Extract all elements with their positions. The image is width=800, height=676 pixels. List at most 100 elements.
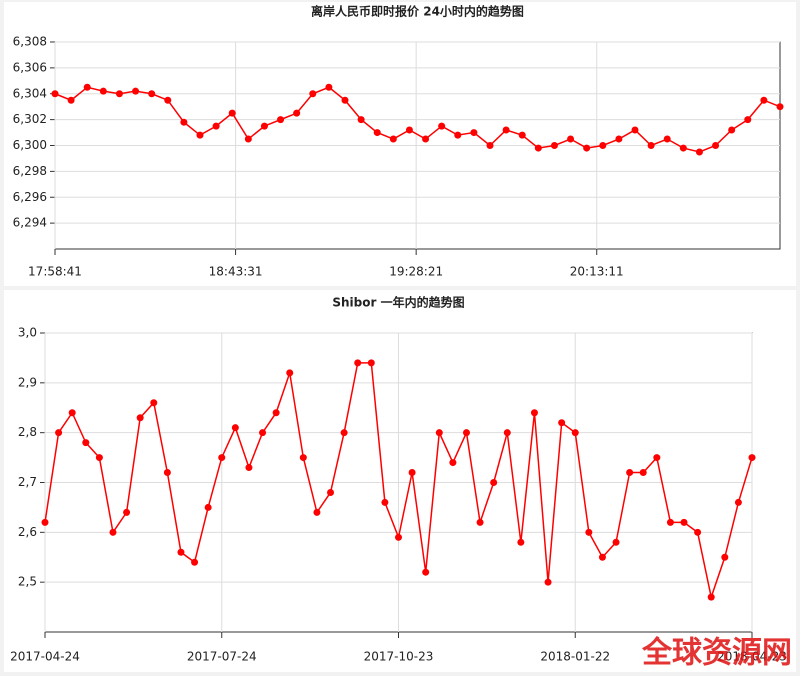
chart-title: 离岸人民币即时报价 24小时内的趋势图 [311,4,524,19]
point [177,548,185,556]
point [68,409,76,417]
point [748,454,756,462]
point [534,144,542,152]
point [647,142,655,149]
x-tick-label: 20:13:11 [570,265,624,279]
point [571,429,579,437]
point [438,122,446,130]
point [449,459,457,467]
point [286,369,294,377]
x-tick-label: 19:28:21 [389,265,443,279]
point [760,96,768,104]
point [132,87,140,95]
point [653,454,661,462]
x-tick-label: 2017-10-23 [364,650,434,664]
y-tick-label: 6,298 [13,164,47,178]
point [95,454,103,462]
point [679,144,687,152]
point [204,503,212,511]
y-tick-label: 6,296 [13,190,47,204]
point [454,131,462,139]
point [381,498,389,506]
y-tick-label: 2,8 [18,425,37,439]
y-tick-label: 6,294 [13,216,47,230]
point [517,538,525,546]
y-tick-label: 6,304 [13,86,47,100]
panel [4,2,796,286]
point [245,464,253,472]
point [327,488,335,496]
point [728,126,736,134]
point [530,409,538,417]
point [712,142,720,149]
point [196,131,204,139]
point [470,129,478,137]
point [405,126,413,134]
point [518,131,526,139]
point [55,429,63,437]
point [776,103,784,111]
point [244,135,252,143]
x-tick-label: 2018-04-23 [717,650,787,664]
x-tick-label: 2017-04-24 [10,650,80,664]
point [367,359,375,367]
point [544,578,552,586]
point [550,142,558,149]
point [260,122,268,130]
point [631,126,639,134]
point [626,469,634,477]
point [212,122,220,130]
point [148,90,156,98]
point [408,469,416,477]
y-tick-label: 3,0 [18,326,37,340]
watermark: 全球资源网 [641,636,792,671]
point [707,593,715,601]
point [51,90,59,98]
point [109,528,117,536]
y-tick-label: 2,7 [18,475,37,489]
y-tick-label: 2,9 [18,375,37,389]
point [598,553,606,561]
point [734,498,742,506]
point [231,424,239,432]
point [666,518,674,526]
point [41,518,49,526]
point [612,538,620,546]
point [218,454,226,462]
point [82,439,90,447]
point [486,142,494,149]
y-tick-label: 6,302 [13,112,47,126]
chart-title: Shibor 一年内的趋势图 [332,295,464,310]
point [694,528,702,536]
point [490,479,498,486]
point [462,429,470,437]
x-tick-label: 2017-07-24 [187,650,257,664]
point [150,399,158,407]
point [136,414,144,422]
point [272,409,280,417]
point [115,90,123,98]
point [422,135,430,143]
point [299,454,307,462]
point [599,142,607,149]
point [663,135,671,143]
point [721,553,729,561]
point [164,96,172,104]
point [373,129,381,137]
point [744,116,752,124]
panel [4,290,796,672]
y-tick-label: 2,5 [18,575,37,589]
point [639,469,647,477]
point [341,96,349,104]
point [395,533,402,541]
point [389,135,397,143]
point [503,429,511,437]
point [325,83,333,91]
point [422,568,430,576]
point [180,118,188,126]
point [435,429,443,437]
point [583,144,591,152]
point [277,116,285,124]
y-tick-label: 6,306 [13,60,47,74]
